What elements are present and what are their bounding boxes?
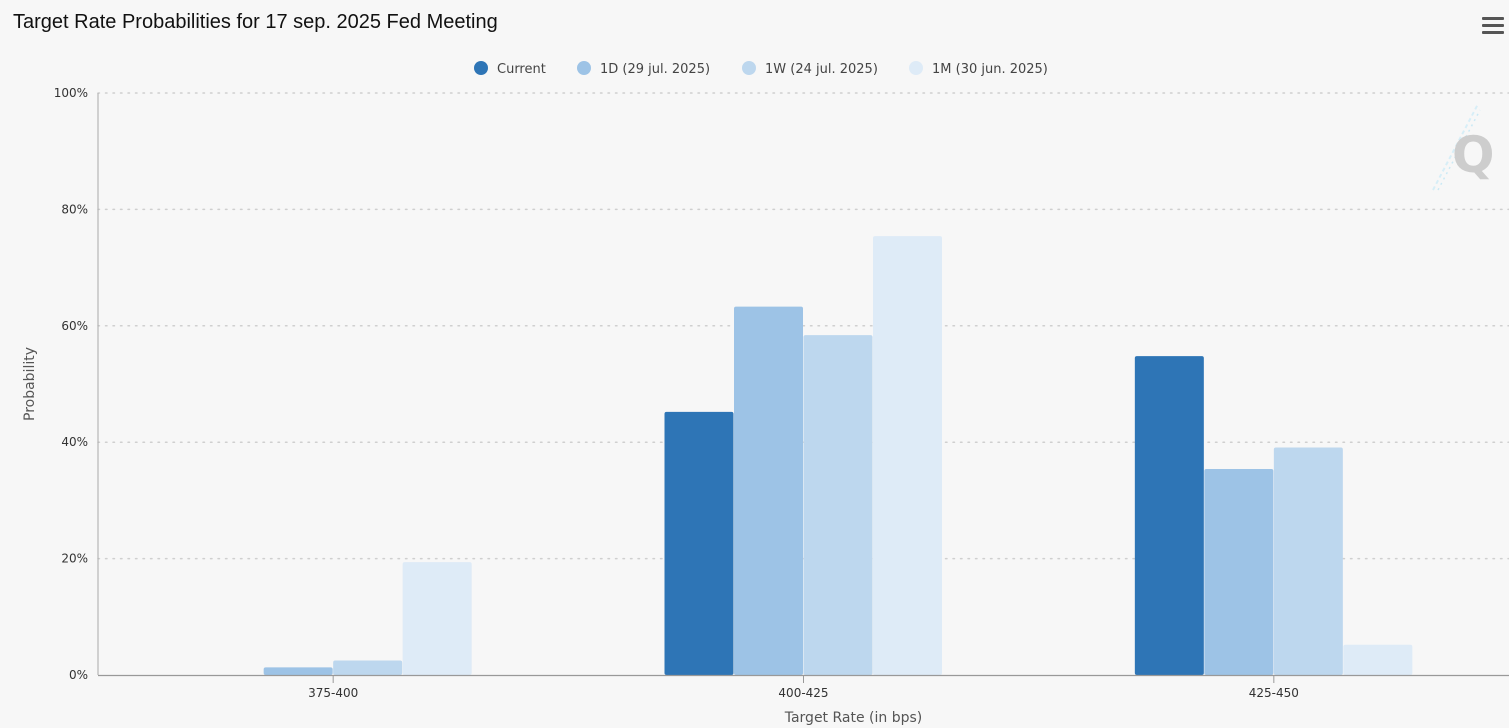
bar[interactable]: [402, 562, 472, 675]
legend-label: Current: [497, 62, 546, 77]
hamburger-menu-icon[interactable]: [1482, 17, 1504, 37]
legend-item[interactable]: Current: [474, 61, 546, 77]
x-tick-label: 425-450: [1249, 686, 1299, 700]
legend-label: 1D (29 jul. 2025): [600, 62, 710, 77]
bar[interactable]: [263, 667, 333, 675]
bar[interactable]: [734, 306, 803, 675]
bar[interactable]: [1204, 468, 1274, 675]
bar[interactable]: [873, 236, 942, 675]
legend-item[interactable]: 1W (24 jul. 2025): [742, 61, 878, 77]
bar[interactable]: [333, 660, 403, 675]
legend-marker: [742, 61, 756, 75]
watermark-logo-icon: Q: [1432, 103, 1495, 191]
bar[interactable]: [1343, 644, 1413, 675]
y-tick-label: 20%: [61, 552, 88, 566]
bar[interactable]: [1134, 356, 1204, 675]
x-axis-title: Target Rate (in bps): [784, 710, 923, 726]
svg-text:Q: Q: [1452, 126, 1495, 184]
y-tick-label: 100%: [54, 86, 88, 100]
y-axis-title: Probability: [22, 347, 38, 421]
bar[interactable]: [664, 411, 734, 675]
legend-marker: [909, 61, 923, 75]
x-tick-label: 400-425: [778, 686, 828, 700]
y-tick-label: 40%: [61, 435, 88, 449]
legend-label: 1W (24 jul. 2025): [765, 62, 878, 77]
bar[interactable]: [1273, 447, 1343, 675]
bar[interactable]: [803, 335, 873, 675]
legend-marker: [474, 61, 488, 75]
legend-item[interactable]: 1M (30 jun. 2025): [909, 61, 1048, 77]
legend-item[interactable]: 1D (29 jul. 2025): [577, 61, 710, 77]
y-tick-label: 60%: [61, 319, 88, 333]
legend-label: 1M (30 jun. 2025): [932, 62, 1048, 77]
legend-marker: [577, 61, 591, 75]
y-tick-label: 0%: [69, 668, 88, 682]
x-tick-label: 375-400: [308, 686, 358, 700]
y-tick-label: 80%: [61, 202, 88, 216]
chart-title: Target Rate Probabilities for 17 sep. 20…: [13, 11, 498, 33]
